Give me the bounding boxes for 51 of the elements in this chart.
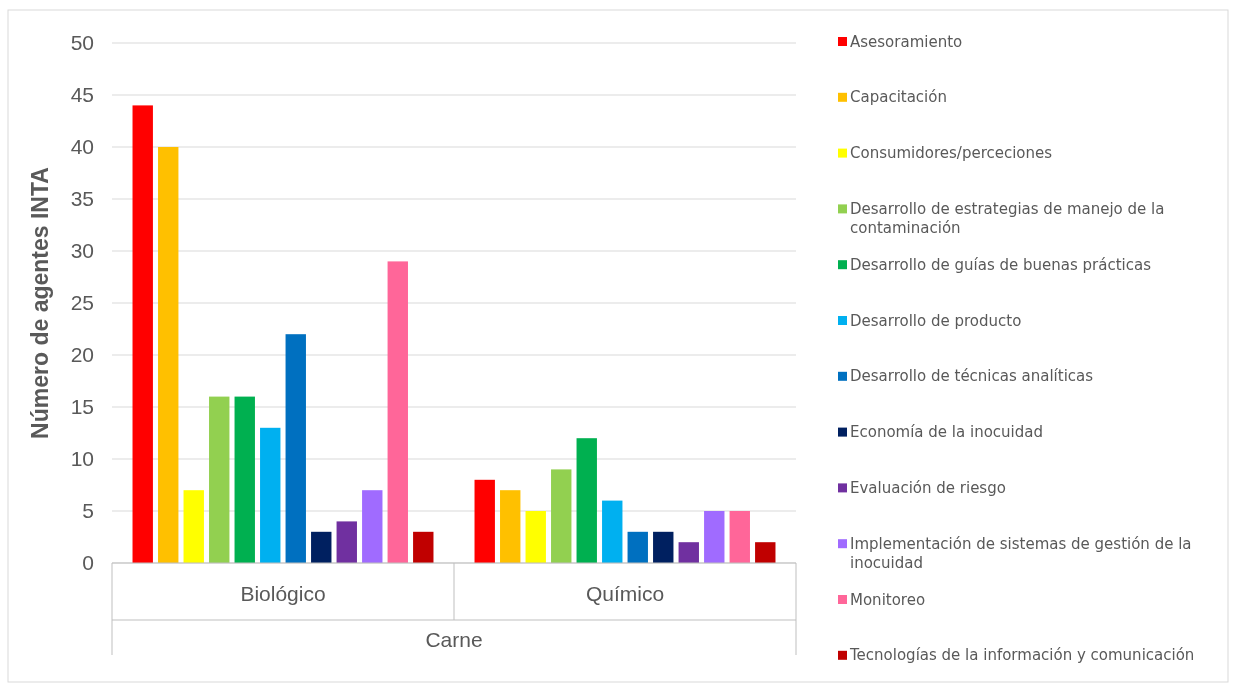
bar: [678, 542, 699, 563]
legend-label: Capacitación: [850, 88, 947, 107]
bar: [209, 396, 230, 563]
bar: [627, 531, 648, 563]
y-tick-label: 5: [82, 499, 94, 523]
bar: [413, 531, 434, 563]
x-axis-title: Carne: [425, 628, 483, 651]
x-tick-label: Químico: [585, 582, 665, 605]
y-axis-title: Número de agentes INTA: [27, 167, 53, 439]
y-tick-label: 0: [82, 551, 94, 575]
bar: [602, 500, 623, 563]
bar: [362, 490, 383, 563]
bar: [755, 542, 776, 563]
bar: [474, 479, 495, 563]
bar: [525, 511, 546, 563]
bar: [158, 147, 179, 563]
legend-label: Tecnologías de la información y comunicación: [849, 646, 1195, 665]
legend-label: Desarrollo de estrategias de manejo de la contaminación: [850, 199, 1165, 238]
bar: [234, 396, 255, 563]
legend-label: Monitoreo: [850, 590, 926, 609]
legend-label: Evaluación de riesgo: [850, 478, 1006, 497]
legend-label: Asesoramiento: [850, 32, 963, 51]
legend-label: Desarrollo de guías de buenas prácticas: [850, 255, 1152, 274]
bar: [704, 511, 725, 563]
bar: [260, 427, 281, 563]
legend-label: Desarrollo de técnicas analíticas: [850, 367, 1094, 386]
bar: [132, 105, 153, 563]
y-tick-label: 15: [70, 395, 94, 419]
y-tick-label: 10: [70, 447, 94, 471]
bar: [653, 531, 674, 563]
y-tick-label: 30: [70, 239, 94, 263]
legend-label: Implementación de sistemas de gestión de la inocuidad: [850, 534, 1192, 573]
bar: [387, 261, 408, 563]
bar: [576, 438, 597, 563]
y-tick-label: 40: [70, 135, 94, 159]
bar: [183, 490, 204, 563]
bar: [285, 334, 306, 563]
y-tick-label: 45: [70, 83, 94, 107]
bar: [551, 469, 572, 563]
x-tick-label: Biológico: [240, 582, 326, 605]
y-tick-label: 35: [70, 187, 94, 211]
bar: [311, 531, 332, 563]
legend-label: Consumidores/perceciones: [850, 144, 1053, 163]
bar: [336, 521, 357, 563]
legend-label: Desarrollo de producto: [850, 311, 1022, 330]
y-tick-label: 50: [70, 31, 94, 55]
bar: [729, 511, 750, 563]
y-tick-label: 25: [70, 291, 94, 315]
y-tick-label: 20: [70, 343, 94, 367]
bar: [500, 490, 521, 563]
legend-label: Economía de la inocuidad: [850, 423, 1043, 442]
